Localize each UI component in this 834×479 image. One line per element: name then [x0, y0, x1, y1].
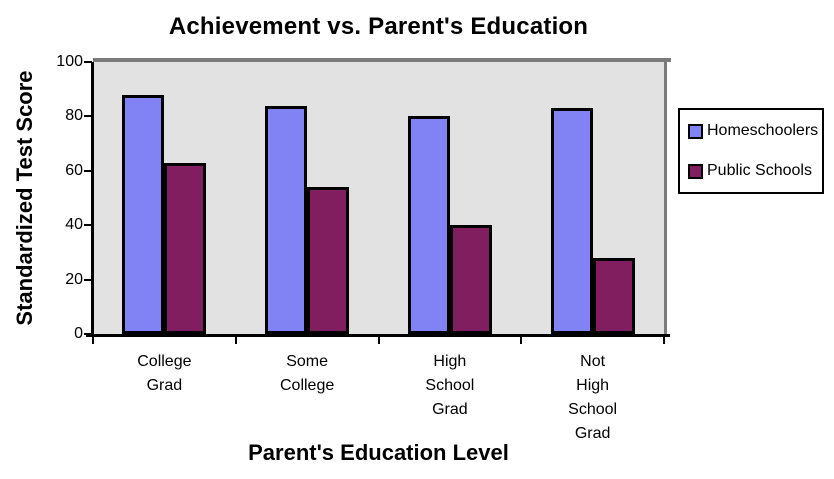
y-tick-mark	[84, 115, 92, 118]
x-category-label-line: Grad	[574, 425, 611, 442]
legend-label: Homeschoolers	[707, 122, 819, 139]
y-tick-label: 80	[65, 107, 83, 125]
bar-public-schools	[164, 162, 207, 334]
bar-public-schools	[592, 257, 635, 334]
y-axis-title: Standardized Test Score	[12, 70, 37, 326]
legend-swatch-public-schools	[688, 163, 703, 179]
x-category-label-line: Grad	[146, 377, 183, 394]
x-axis-title: Parent's Education Level	[248, 440, 509, 465]
x-category-label-line: High	[576, 377, 610, 394]
chart-title: Achievement vs. Parent's Education	[168, 13, 589, 40]
legend-item-public-schools: Public Schools	[688, 162, 822, 180]
x-category-label-line: Some	[286, 353, 329, 370]
x-category-label-line: School	[568, 401, 618, 418]
x-category-label-line: School	[425, 377, 475, 394]
x-category-label-line: College	[279, 377, 335, 394]
bar-homeschoolers	[550, 108, 593, 334]
x-category-label: Not High School Grad	[527, 350, 659, 446]
bar-public-schools	[307, 187, 350, 334]
y-tick-label: 100	[56, 53, 83, 70]
bar-homeschoolers	[265, 105, 308, 334]
x-category-label: High School Grad	[384, 350, 516, 422]
legend-item-homeschoolers: Homeschoolers	[688, 122, 822, 140]
plot-area	[93, 62, 664, 334]
x-category-label: College Grad	[98, 350, 230, 398]
plot-frame-top	[93, 58, 671, 62]
y-tick-mark	[84, 169, 92, 172]
legend: Homeschoolers Public Schools	[678, 108, 824, 194]
y-axis-line	[91, 62, 94, 336]
x-tick-mark	[92, 336, 94, 344]
y-tick-mark	[84, 224, 92, 227]
x-axis-line	[86, 334, 670, 337]
y-tick-label: 60	[65, 161, 83, 179]
x-tick-mark	[663, 336, 665, 344]
y-tick-mark	[84, 278, 92, 281]
x-category-label: Some College	[241, 350, 373, 398]
legend-label: Public Schools	[707, 162, 812, 179]
y-tick-label: 40	[65, 216, 83, 234]
bar-homeschoolers	[122, 94, 165, 334]
legend-swatch-homeschoolers	[688, 123, 703, 139]
x-tick-mark	[234, 336, 237, 344]
y-tick-mark	[84, 61, 92, 63]
x-tick-mark	[377, 336, 380, 344]
bar-public-schools	[449, 225, 492, 334]
y-tick-label: 0	[74, 325, 83, 342]
plot-frame-right	[664, 58, 667, 336]
x-tick-mark	[520, 336, 523, 344]
x-category-label-line: Not	[580, 353, 606, 370]
y-tick-label: 20	[65, 270, 83, 288]
bar-homeschoolers	[407, 116, 450, 334]
x-category-label-line: Grad	[432, 401, 468, 418]
x-category-label-line: High	[433, 353, 467, 370]
x-category-label-line: College	[137, 353, 192, 370]
